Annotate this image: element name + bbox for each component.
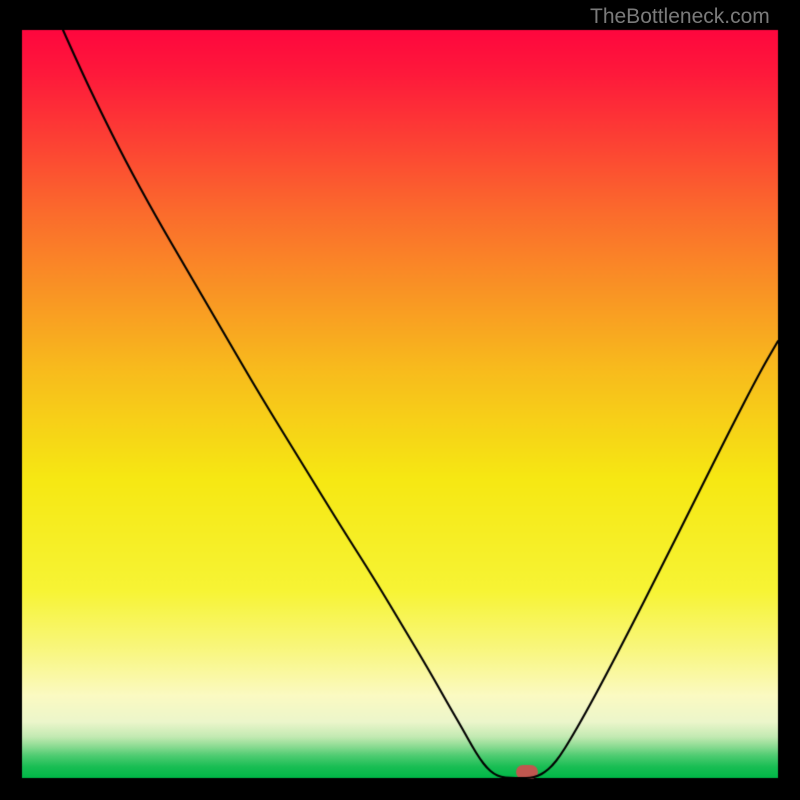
bottleneck-curve-chart — [0, 0, 800, 800]
watermark-text: TheBottleneck.com — [590, 5, 770, 29]
chart-stage: TheBottleneck.com — [0, 0, 800, 800]
